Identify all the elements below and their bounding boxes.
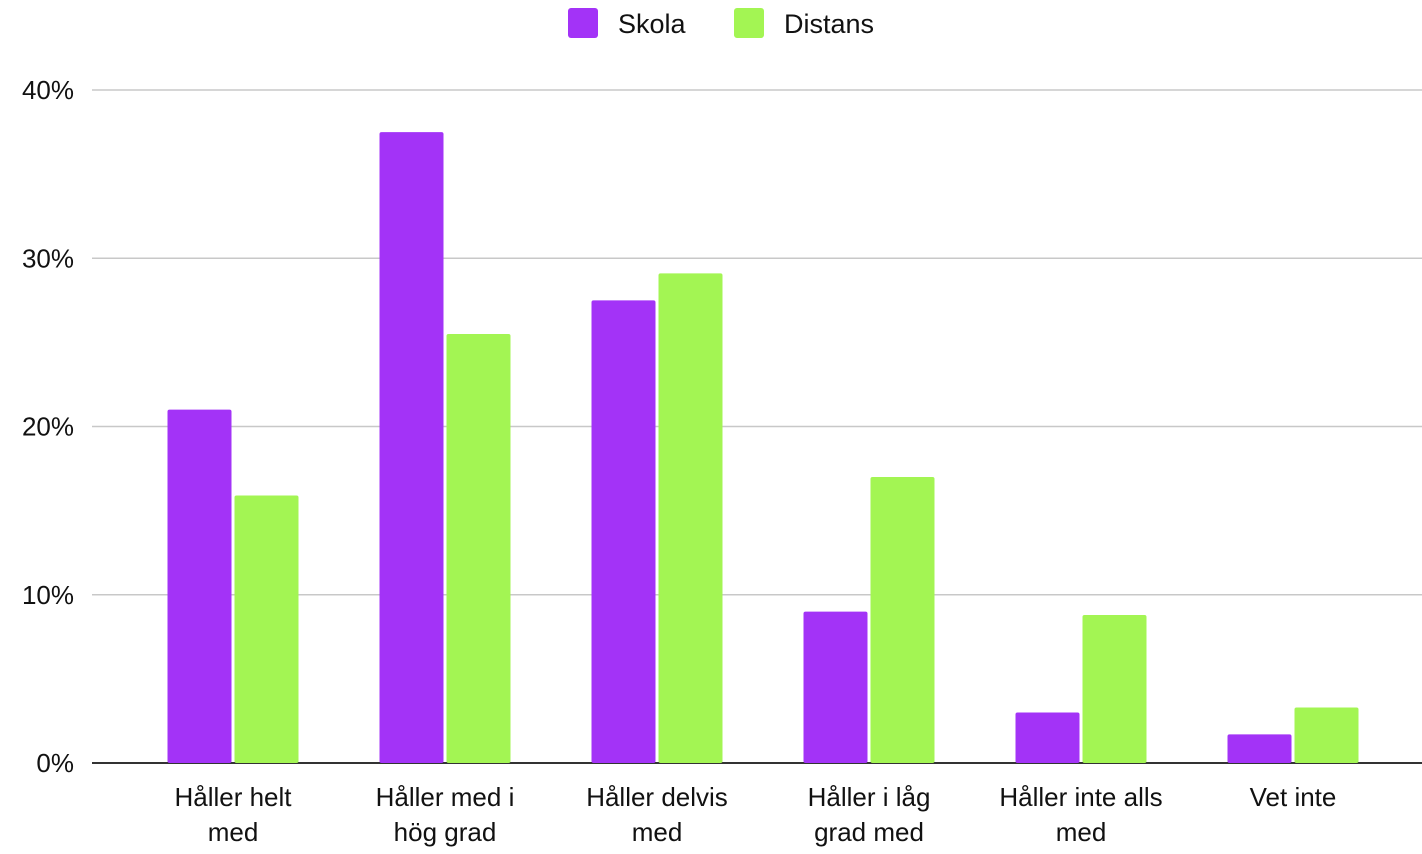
bar-skola-3 bbox=[803, 611, 868, 763]
bar-skola-4 bbox=[1015, 712, 1080, 763]
x-tick-label: Håller helt bbox=[174, 782, 292, 812]
bar-skola-5 bbox=[1227, 734, 1292, 763]
bar-skola-2 bbox=[591, 300, 656, 763]
y-tick-label: 20% bbox=[22, 412, 74, 442]
x-tick-label: med bbox=[1056, 817, 1107, 847]
y-tick-label: 0% bbox=[36, 748, 74, 778]
legend-swatch-distans bbox=[734, 8, 764, 38]
x-tick-label: Vet inte bbox=[1250, 782, 1337, 812]
x-tick-label: Håller inte alls bbox=[999, 782, 1162, 812]
x-tick-label: hög grad bbox=[394, 817, 497, 847]
bar-skola-0 bbox=[167, 409, 232, 763]
bar-distans-2 bbox=[658, 273, 723, 763]
bar-distans-1 bbox=[446, 333, 511, 763]
bars bbox=[167, 132, 1359, 763]
gridlines bbox=[92, 89, 1422, 764]
x-tick-label: Håller med i bbox=[376, 782, 515, 812]
y-tick-label: 30% bbox=[22, 243, 74, 273]
legend-label-distans: Distans bbox=[784, 9, 874, 39]
bar-distans-3 bbox=[870, 476, 935, 763]
y-axis-ticks: 0% 10% 20% 30% 40% bbox=[22, 75, 74, 778]
x-tick-label: med bbox=[632, 817, 683, 847]
x-tick-label: grad med bbox=[814, 817, 924, 847]
legend-swatch-skola bbox=[568, 8, 598, 38]
y-tick-label: 40% bbox=[22, 75, 74, 105]
x-tick-label: med bbox=[208, 817, 259, 847]
bar-skola-1 bbox=[379, 132, 444, 763]
legend-label-skola: Skola bbox=[618, 9, 687, 39]
x-tick-label: Håller delvis bbox=[586, 782, 728, 812]
legend: Skola Distans bbox=[568, 8, 874, 39]
x-axis-labels: Håller helt med Håller med i hög grad Håller… bbox=[174, 782, 1336, 847]
x-tick-label: Håller i låg bbox=[808, 782, 931, 812]
bar-distans-5 bbox=[1294, 707, 1359, 763]
bar-distans-4 bbox=[1082, 614, 1147, 763]
bar-distans-0 bbox=[234, 495, 299, 763]
y-tick-label: 10% bbox=[22, 580, 74, 610]
